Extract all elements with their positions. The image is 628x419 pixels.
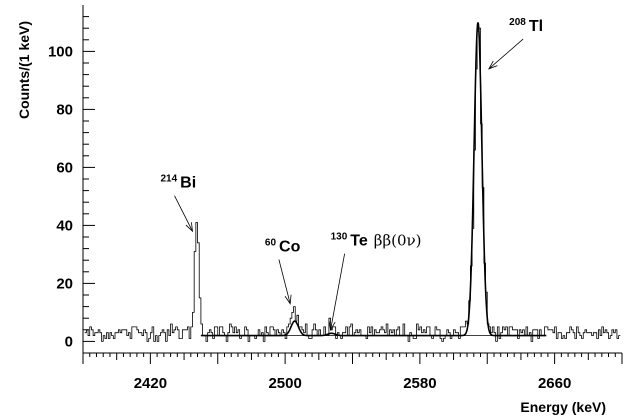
annotation-arrow — [278, 259, 291, 304]
histogram-series — [84, 27, 621, 342]
annotations: 214 Bi 60 Co 130 Te ββ(0ν) 208 Tl — [160, 17, 543, 331]
annotation-te: 130 Te ββ(0ν) — [328, 232, 422, 331]
y-tick-label: 60 — [56, 159, 73, 176]
annotation-arrow — [174, 195, 193, 232]
x-axis: 2420 2500 2580 2660 — [82, 353, 623, 392]
fit-series — [200, 22, 547, 337]
y-axis: 0 20 40 60 80 100 — [48, 16, 95, 350]
annotation-arrow — [330, 253, 345, 330]
annotation-label: 214 Bi — [160, 174, 196, 192]
annotation-label: 60 Co — [265, 238, 301, 256]
y-tick-label: 0 — [65, 333, 73, 350]
annotation-label: 130 Te ββ(0ν) — [331, 232, 422, 250]
arrow-head-icon — [488, 60, 498, 70]
arrow-head-icon — [284, 294, 292, 305]
y-tick-label: 100 — [48, 43, 73, 60]
annotation-arrow — [488, 38, 524, 70]
x-tick-label: 2500 — [268, 375, 301, 392]
annotation-label: 208 Tl — [509, 17, 543, 35]
annotation-bi: 214 Bi — [160, 174, 196, 233]
fit-curve — [200, 22, 547, 337]
y-tick-label: 40 — [56, 217, 73, 234]
y-axis-title: Counts/(1 keV) — [16, 21, 32, 119]
y-tick-label: 20 — [56, 275, 73, 292]
histogram-line — [84, 27, 621, 342]
y-tick-label: 80 — [56, 101, 73, 118]
arrow-head-icon — [328, 320, 336, 331]
arrow-head-icon — [185, 222, 194, 233]
x-tick-label: 2580 — [403, 375, 436, 392]
x-tick-label: 2420 — [134, 375, 167, 392]
annotation-tl: 208 Tl — [488, 17, 543, 70]
annotation-co: 60 Co — [265, 238, 301, 305]
x-tick-label: 2660 — [538, 375, 571, 392]
x-axis-title: Energy (keV) — [520, 399, 606, 415]
